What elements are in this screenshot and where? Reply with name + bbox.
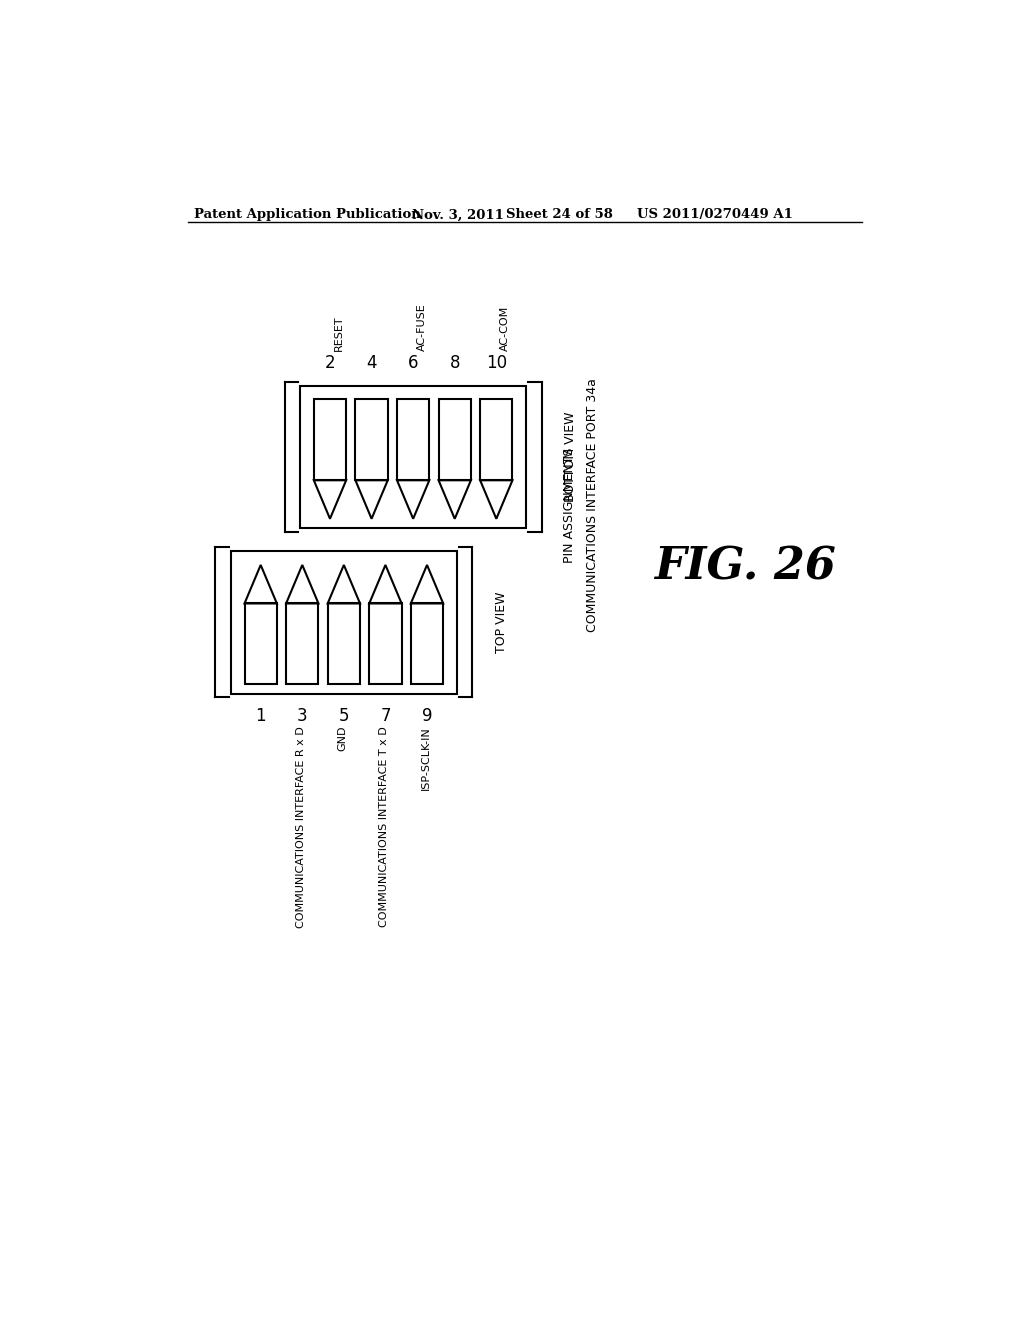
Bar xyxy=(411,603,443,684)
Text: Sheet 24 of 58: Sheet 24 of 58 xyxy=(506,209,613,222)
Bar xyxy=(355,400,388,480)
Bar xyxy=(286,603,318,684)
Text: FIG. 26: FIG. 26 xyxy=(654,545,836,587)
Bar xyxy=(438,400,471,480)
Text: 10: 10 xyxy=(485,355,507,372)
Bar xyxy=(480,400,512,480)
Text: 9: 9 xyxy=(422,706,432,725)
Text: TOP VIEW: TOP VIEW xyxy=(496,591,508,653)
Text: 2: 2 xyxy=(325,355,335,372)
Text: US 2011/0270449 A1: US 2011/0270449 A1 xyxy=(637,209,794,222)
Text: COMMUNICATIONS INTERFACE T x D: COMMUNICATIONS INTERFACE T x D xyxy=(379,726,389,927)
Text: ISP-SCLK-IN: ISP-SCLK-IN xyxy=(421,726,431,789)
Bar xyxy=(245,603,276,684)
Text: PIN ASSIGNMENTS: PIN ASSIGNMENTS xyxy=(563,447,575,562)
Text: GND: GND xyxy=(338,726,348,751)
Text: 5: 5 xyxy=(339,706,349,725)
Text: COMMUNICATIONS INTERFACE PORT 34a: COMMUNICATIONS INTERFACE PORT 34a xyxy=(586,378,599,632)
Text: BOTTOM VIEW: BOTTOM VIEW xyxy=(564,412,578,502)
Bar xyxy=(300,385,526,528)
Text: Patent Application Publication: Patent Application Publication xyxy=(194,209,421,222)
Text: COMMUNICATIONS INTERFACE R x D: COMMUNICATIONS INTERFACE R x D xyxy=(296,726,306,928)
Text: 4: 4 xyxy=(367,355,377,372)
Bar xyxy=(370,603,401,684)
Text: 3: 3 xyxy=(297,706,307,725)
Text: 6: 6 xyxy=(408,355,419,372)
Text: AC-COM: AC-COM xyxy=(500,306,510,351)
Bar xyxy=(313,400,346,480)
Text: 1: 1 xyxy=(255,706,266,725)
Bar xyxy=(397,400,429,480)
Bar xyxy=(328,603,360,684)
Text: 8: 8 xyxy=(450,355,460,372)
Text: 7: 7 xyxy=(380,706,391,725)
Text: RESET: RESET xyxy=(334,315,344,351)
Text: AC-FUSE: AC-FUSE xyxy=(417,304,427,351)
Bar xyxy=(230,552,457,693)
Text: Nov. 3, 2011: Nov. 3, 2011 xyxy=(412,209,504,222)
